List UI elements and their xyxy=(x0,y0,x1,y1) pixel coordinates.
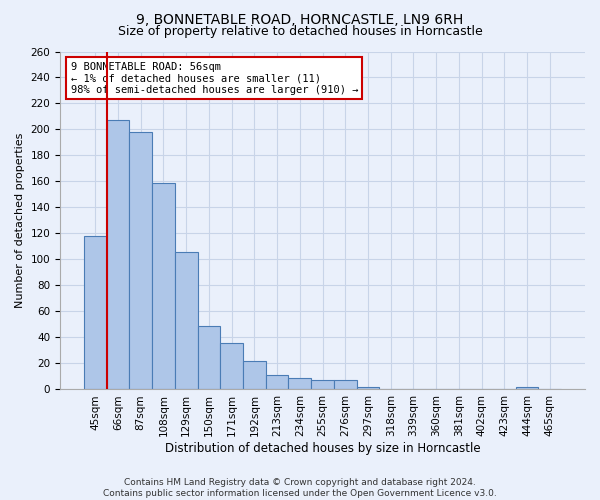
Bar xyxy=(130,132,152,390)
X-axis label: Distribution of detached houses by size in Horncastle: Distribution of detached houses by size … xyxy=(165,442,481,455)
Bar xyxy=(220,342,243,390)
Bar xyxy=(334,380,356,390)
Bar xyxy=(152,183,175,390)
Bar xyxy=(243,361,266,390)
Bar xyxy=(84,236,107,390)
Y-axis label: Number of detached properties: Number of detached properties xyxy=(15,133,25,308)
Bar xyxy=(289,378,311,390)
Bar xyxy=(515,387,538,390)
Text: Size of property relative to detached houses in Horncastle: Size of property relative to detached ho… xyxy=(118,25,482,38)
Bar xyxy=(356,387,379,390)
Bar xyxy=(266,375,289,390)
Text: Contains HM Land Registry data © Crown copyright and database right 2024.
Contai: Contains HM Land Registry data © Crown c… xyxy=(103,478,497,498)
Bar xyxy=(107,120,130,390)
Bar xyxy=(197,326,220,390)
Text: 9 BONNETABLE ROAD: 56sqm
← 1% of detached houses are smaller (11)
98% of semi-de: 9 BONNETABLE ROAD: 56sqm ← 1% of detache… xyxy=(71,62,358,95)
Text: 9, BONNETABLE ROAD, HORNCASTLE, LN9 6RH: 9, BONNETABLE ROAD, HORNCASTLE, LN9 6RH xyxy=(136,12,464,26)
Bar xyxy=(175,252,197,390)
Bar xyxy=(311,380,334,390)
